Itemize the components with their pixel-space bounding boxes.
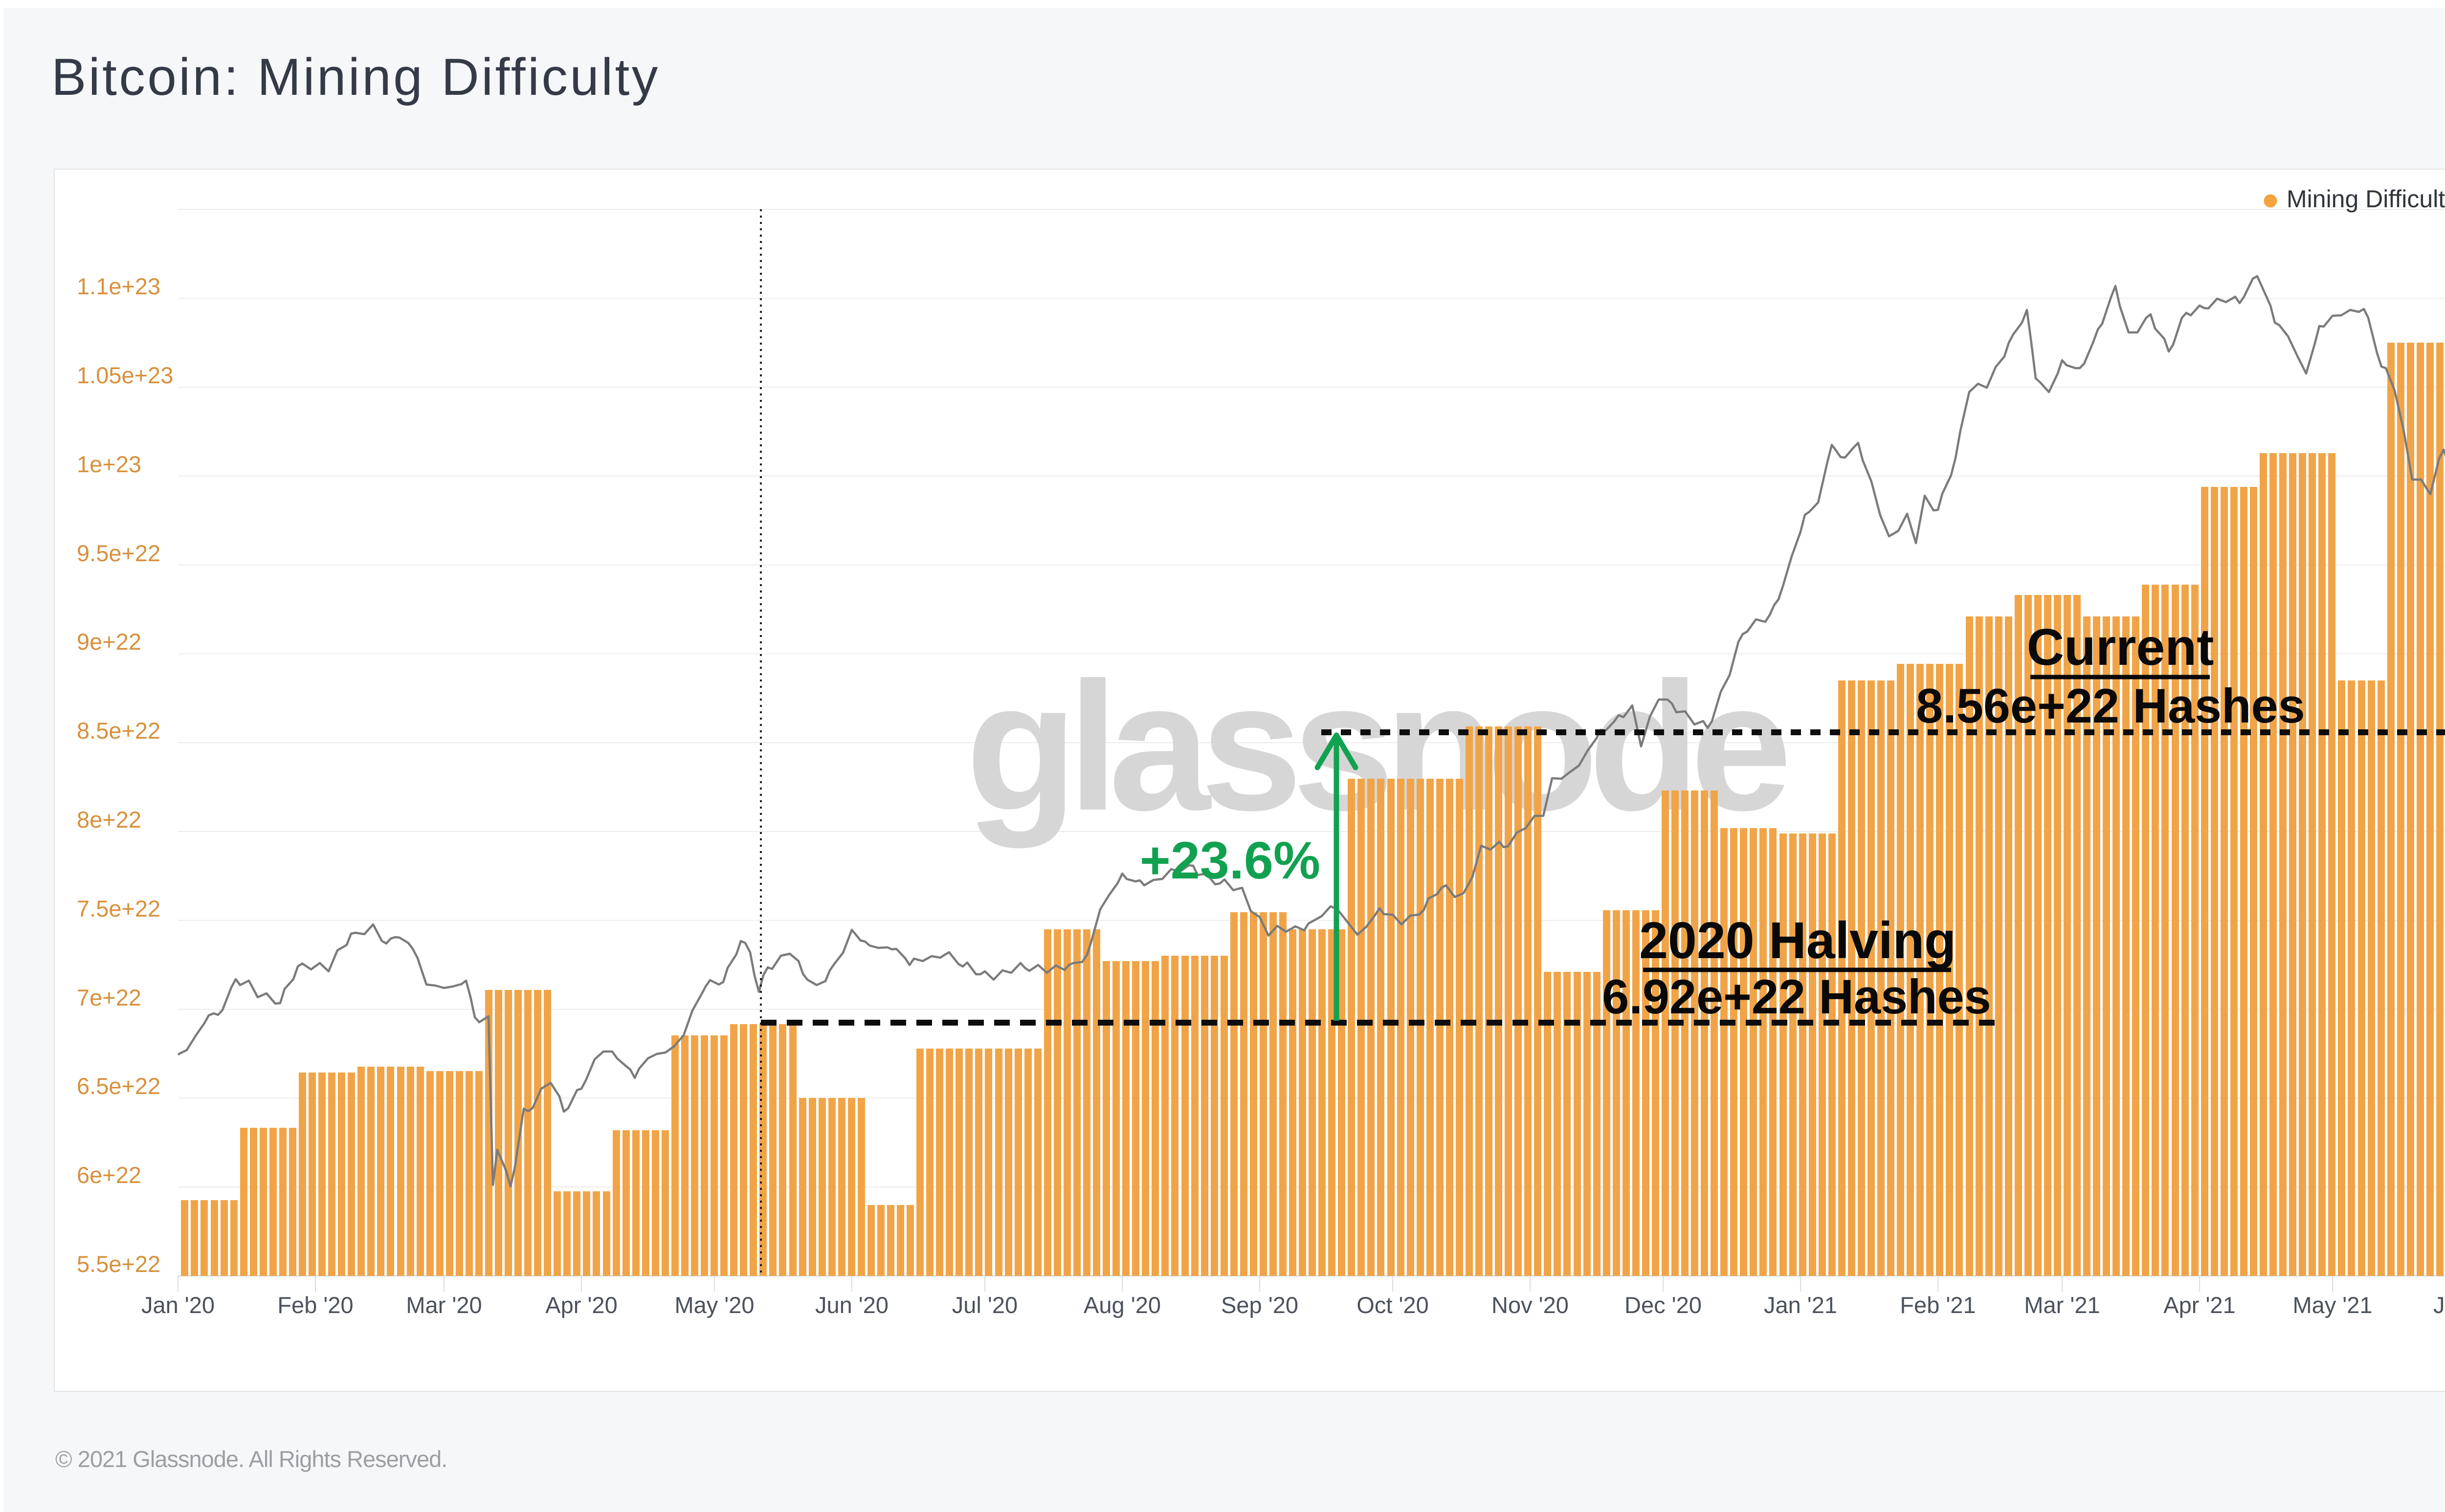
svg-text:Apr '20: Apr '20 (545, 1292, 617, 1318)
svg-text:9.5e+22: 9.5e+22 (77, 540, 160, 566)
svg-text:1.05e+23: 1.05e+23 (77, 362, 173, 388)
svg-text:1e+23: 1e+23 (77, 451, 141, 477)
svg-text:9e+22: 9e+22 (77, 629, 141, 655)
svg-text:May '20: May '20 (674, 1292, 754, 1318)
svg-text:Dec '20: Dec '20 (1624, 1292, 1702, 1318)
svg-text:Feb '20: Feb '20 (277, 1292, 353, 1318)
svg-text:1.1e+23: 1.1e+23 (77, 273, 160, 299)
svg-text:Jul '20: Jul '20 (952, 1292, 1018, 1318)
svg-text:6.5e+22: 6.5e+22 (77, 1073, 160, 1099)
svg-text:Mining Difficulty: Mining Difficulty (2287, 185, 2445, 213)
svg-text:+23.6%: +23.6% (1140, 831, 1320, 890)
svg-text:Oct '20: Oct '20 (1356, 1292, 1428, 1318)
svg-text:Bitcoin: Mining Difficulty: Bitcoin: Mining Difficulty (51, 47, 660, 106)
svg-text:Mar '20: Mar '20 (406, 1292, 482, 1318)
svg-text:Apr '21: Apr '21 (2163, 1292, 2235, 1318)
svg-text:Feb '21: Feb '21 (1900, 1292, 1976, 1318)
svg-text:Jun '20: Jun '20 (815, 1292, 889, 1318)
svg-text:© 2021 Glassnode. All Rights R: © 2021 Glassnode. All Rights Reserved. (55, 1446, 447, 1472)
svg-text:6.92e+22 Hashes: 6.92e+22 Hashes (1602, 969, 1991, 1024)
svg-text:May '21: May '21 (2292, 1292, 2372, 1318)
svg-text:Jan '21: Jan '21 (1764, 1292, 1837, 1318)
svg-text:Nov '20: Nov '20 (1491, 1292, 1569, 1318)
svg-text:7.5e+22: 7.5e+22 (77, 896, 160, 921)
svg-text:8e+22: 8e+22 (77, 807, 141, 833)
svg-text:Jan '20: Jan '20 (141, 1292, 215, 1318)
svg-text:Current: Current (2027, 618, 2214, 676)
svg-text:Jun '21: Jun '21 (2433, 1292, 2445, 1318)
svg-text:8.56e+22 Hashes: 8.56e+22 Hashes (1916, 679, 2305, 733)
svg-text:6e+22: 6e+22 (77, 1162, 141, 1188)
svg-text:Sep '20: Sep '20 (1221, 1292, 1298, 1318)
svg-text:Aug '20: Aug '20 (1084, 1292, 1161, 1318)
svg-text:7e+22: 7e+22 (77, 985, 141, 1010)
svg-text:2020 Halving: 2020 Halving (1639, 912, 1956, 969)
svg-text:Mar '21: Mar '21 (2024, 1292, 2100, 1318)
svg-text:8.5e+22: 8.5e+22 (77, 718, 160, 744)
svg-text:5.5e+22: 5.5e+22 (77, 1251, 160, 1277)
